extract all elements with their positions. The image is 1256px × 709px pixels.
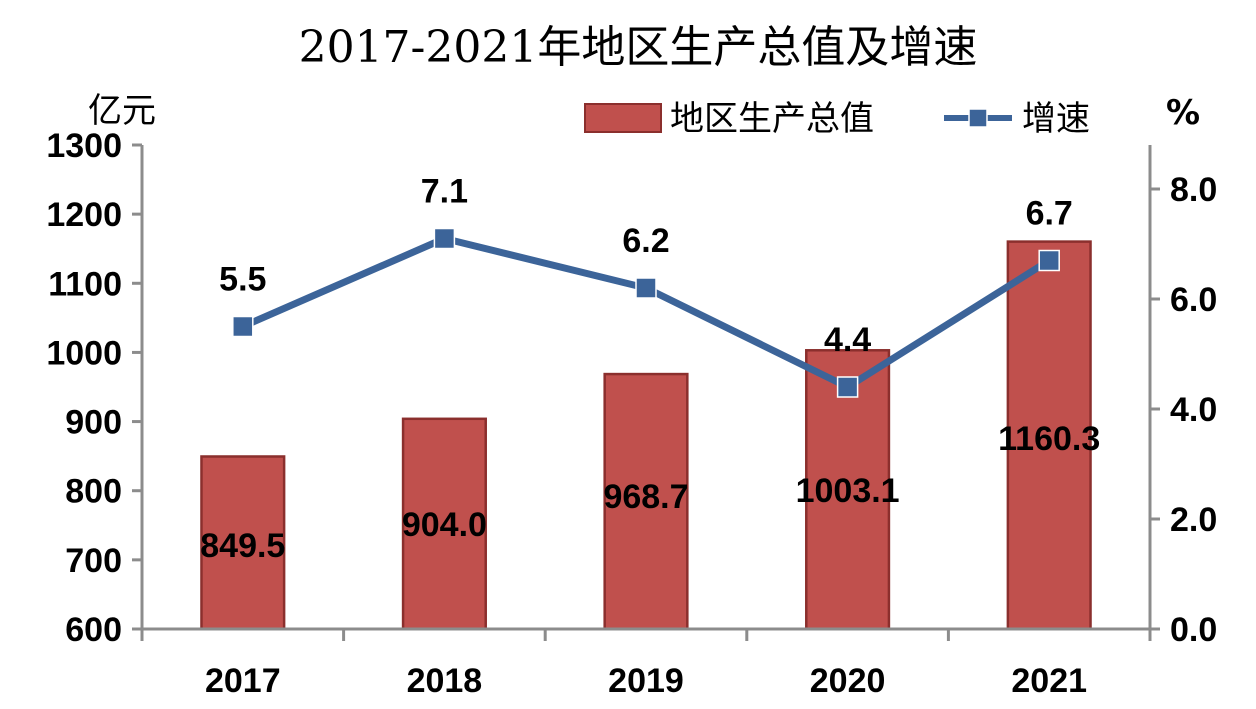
right-tick-label: 6.0 <box>1170 281 1217 319</box>
growth-label-2020: 4.4 <box>824 321 871 359</box>
bar-label-2017: 849.5 <box>200 527 285 565</box>
left-tick-label: 1000 <box>46 334 122 372</box>
left-axis-unit: 亿元 <box>88 91 156 131</box>
bar-2021 <box>1006 240 1092 631</box>
left-tick-label: 1300 <box>46 127 122 165</box>
bar-label-2021: 1160.3 <box>998 420 1100 458</box>
legend-label-gdp: 地区生产总值 <box>670 99 874 139</box>
bar-label-2018: 904.0 <box>402 506 487 544</box>
growth-label-2019: 6.2 <box>622 222 669 260</box>
chart-title: 2017-2021年地区生产总值及增速 <box>299 22 978 73</box>
left-tick-label: 1100 <box>48 265 122 303</box>
axes: 600 700 800 900 1000 1100 1200 1300 0.0 2.0 4.0 6.0… <box>46 127 1217 700</box>
legend-swatch-growth-marker <box>968 108 988 128</box>
right-tick-label: 0.0 <box>1170 611 1217 649</box>
x-tick-label-2021: 2021 <box>1011 662 1087 700</box>
right-tick-label: 8.0 <box>1170 171 1217 209</box>
x-tick-label-2019: 2019 <box>608 662 684 700</box>
left-tick-label: 1200 <box>46 196 122 234</box>
growth-point-2019 <box>635 277 657 299</box>
right-tick-label: 4.0 <box>1170 391 1217 429</box>
x-tick-label-2020: 2020 <box>810 662 886 700</box>
growth-label-2021: 6.7 <box>1026 195 1073 233</box>
legend-swatch-gdp <box>584 103 662 133</box>
bar-2018 <box>401 417 487 631</box>
left-tick-label: 600 <box>65 611 122 649</box>
growth-label-2018: 7.1 <box>421 173 468 211</box>
left-tick-label: 700 <box>65 542 122 580</box>
right-axis-unit: % <box>1166 93 1200 133</box>
x-tick-label-2018: 2018 <box>407 662 483 700</box>
growth-label-2017: 5.5 <box>219 261 266 299</box>
left-tick-label: 900 <box>65 404 122 442</box>
growth-line <box>241 235 1052 391</box>
bar-series <box>200 240 1092 631</box>
right-tick-label: 2.0 <box>1170 501 1217 539</box>
growth-point-2020 <box>836 376 859 398</box>
bar-label-2020: 1003.1 <box>796 472 900 510</box>
left-tick-label: 800 <box>65 473 122 511</box>
bar-label-2019: 968.7 <box>603 478 688 516</box>
legend: 地区生产总值 增速 <box>584 99 1090 139</box>
x-tick-label-2017: 2017 <box>205 662 281 700</box>
legend-label-growth: 增速 <box>1022 99 1090 139</box>
growth-point-2021 <box>1038 249 1060 272</box>
growth-point-2017 <box>232 315 254 338</box>
data-labels: 849.5 904.0 968.7 1003.1 1160.3 5.5 7.1 6.2 4.4 6… <box>200 173 1100 566</box>
growth-point-2018 <box>433 227 456 250</box>
line-series <box>232 227 1060 398</box>
